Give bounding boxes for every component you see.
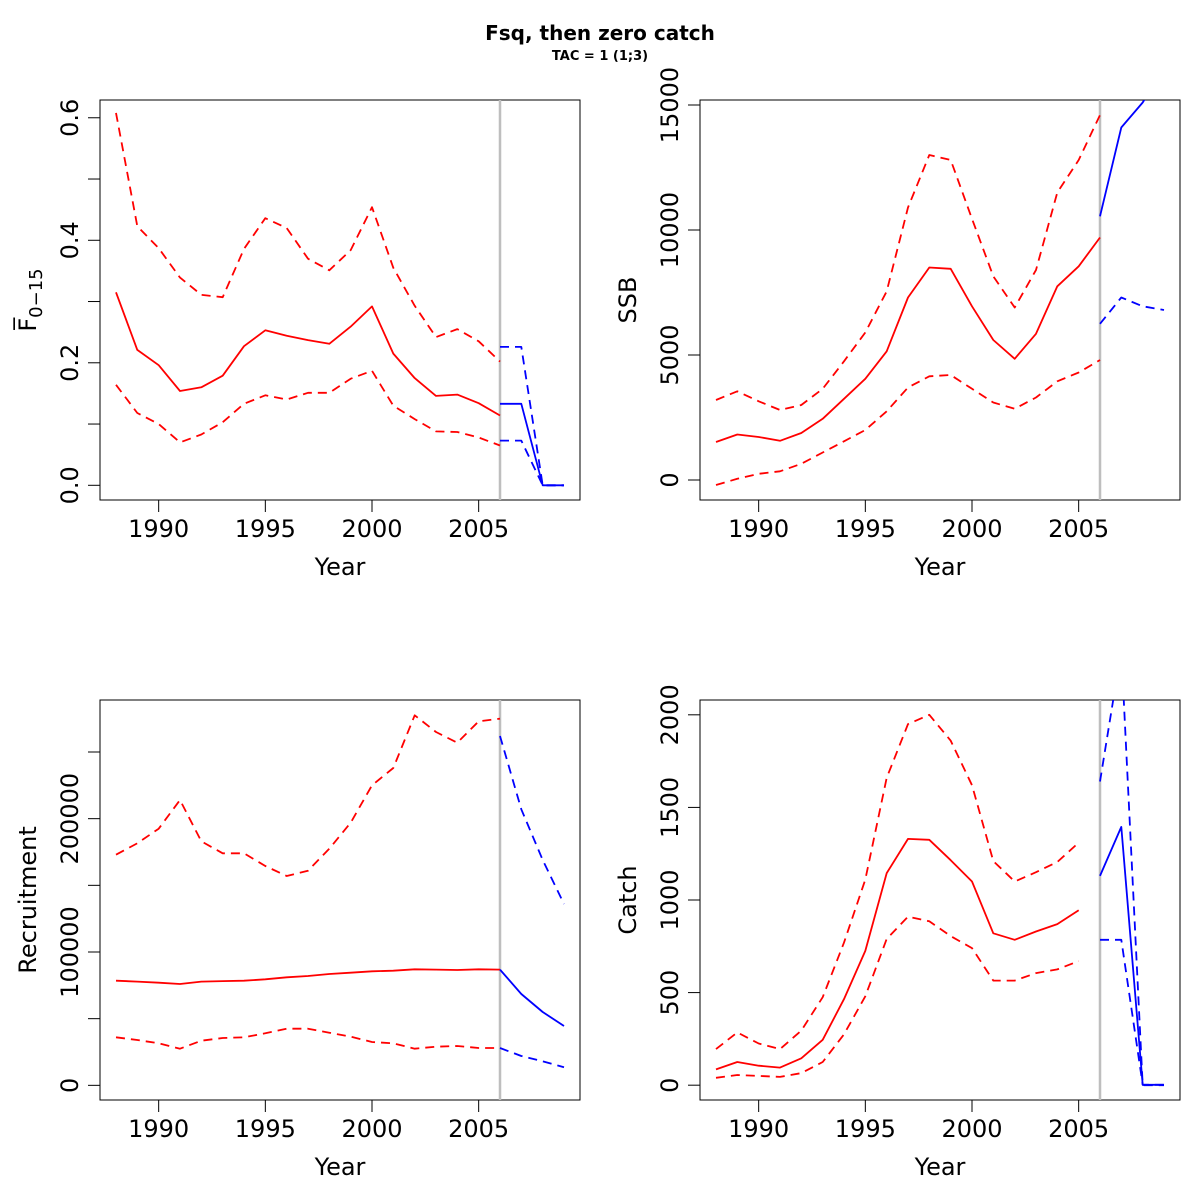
y-tick-label: 500 bbox=[656, 970, 684, 1016]
plot-area bbox=[115, 100, 564, 500]
x-axis-label: Year bbox=[314, 553, 366, 581]
x-tick-label: 2005 bbox=[1048, 1115, 1109, 1143]
y-tick-label: 2000 bbox=[656, 684, 684, 745]
historic-bound-line bbox=[715, 114, 1101, 411]
projection-estimate-line bbox=[1099, 826, 1164, 1086]
y-axis-label-subscript: 0−15 bbox=[26, 268, 47, 317]
historic-estimate-line bbox=[715, 236, 1101, 443]
y-tick-label: 0.0 bbox=[56, 466, 84, 504]
plot-frame bbox=[99, 99, 581, 501]
x-tick-label: 1990 bbox=[728, 1115, 789, 1143]
x-tick-label: 1995 bbox=[835, 1115, 896, 1143]
y-tick-label: 1000 bbox=[656, 869, 684, 930]
historic-bound-line bbox=[115, 714, 501, 877]
projection-bound-line bbox=[1099, 700, 1164, 1087]
y-axis-label: Catch bbox=[614, 865, 642, 934]
x-tick-label: 1990 bbox=[728, 515, 789, 543]
axes: 1990 1995 2000 2005 0 5000 10000 15000 bbox=[656, 67, 1109, 543]
y-tick-label: 10000 bbox=[656, 192, 684, 268]
y-tick-label: 5000 bbox=[656, 324, 684, 385]
figure-title: Fsq, then zero catch bbox=[485, 21, 715, 45]
panel-recruitment: 1990 1995 2000 2005 0 100000 200000 Year Recru… bbox=[14, 699, 581, 1181]
y-tick-label: 15000 bbox=[656, 67, 684, 143]
y-tick-label: 0 bbox=[656, 1078, 684, 1093]
historic-bound-line bbox=[115, 1027, 500, 1050]
projection-estimate-line bbox=[499, 969, 565, 1027]
plot-frame bbox=[99, 699, 581, 1101]
projection-bound-line bbox=[1099, 296, 1165, 325]
panel-ssb: 1990 1995 2000 2005 0 5000 10000 15000 Year SSB bbox=[614, 67, 1181, 581]
historic-bound-line bbox=[715, 713, 1080, 1050]
x-axis-label: Year bbox=[914, 553, 966, 581]
x-tick-label: 1995 bbox=[235, 1115, 296, 1143]
panel-fbar: 1990 1995 2000 2005 0.0 0.2 0.4 0.6 Year F̅0−15 bbox=[13, 99, 581, 581]
axes: 1990 1995 2000 2005 0.0 0.2 0.4 0.6 bbox=[56, 99, 509, 543]
x-tick-label: 2005 bbox=[1048, 515, 1109, 543]
y-axis-label: Recruitment bbox=[14, 826, 42, 973]
x-axis-label: Year bbox=[914, 1153, 966, 1181]
y-tick-label: 1500 bbox=[656, 777, 684, 838]
axes: 1990 1995 2000 2005 0 100000 200000 bbox=[56, 751, 509, 1143]
historic-estimate-line bbox=[115, 291, 501, 417]
historic-bound-line bbox=[715, 359, 1101, 486]
projection-bound-line bbox=[1100, 938, 1164, 1086]
y-tick-label: 0.4 bbox=[56, 221, 84, 259]
x-tick-label: 2000 bbox=[941, 515, 1002, 543]
projection-estimate-line bbox=[1099, 100, 1146, 217]
x-tick-label: 1995 bbox=[235, 515, 296, 543]
y-axis-label-main: F̅ bbox=[13, 317, 42, 332]
historic-bound-line bbox=[715, 915, 1080, 1079]
panel-catch: 1990 1995 2000 2005 0 500 1000 1500 2000 Year Ca… bbox=[614, 684, 1181, 1181]
historic-estimate-line bbox=[715, 838, 1080, 1071]
x-tick-label: 2000 bbox=[341, 515, 402, 543]
x-tick-label: 2000 bbox=[941, 1115, 1002, 1143]
axes: 1990 1995 2000 2005 0 500 1000 1500 2000 bbox=[656, 684, 1109, 1143]
y-tick-label: 200000 bbox=[56, 773, 84, 865]
historic-bound-line bbox=[115, 369, 501, 447]
x-tick-label: 2000 bbox=[341, 1115, 402, 1143]
plot-frame bbox=[699, 699, 1181, 1101]
x-tick-label: 2005 bbox=[448, 515, 509, 543]
x-tick-label: 1995 bbox=[835, 515, 896, 543]
x-axis-label: Year bbox=[314, 1153, 366, 1181]
y-axis-label: F̅0−15 bbox=[13, 268, 47, 331]
x-tick-label: 1990 bbox=[128, 515, 189, 543]
historic-bound-line bbox=[115, 112, 501, 363]
y-tick-label: 0.2 bbox=[56, 344, 84, 382]
x-tick-label: 1990 bbox=[128, 1115, 189, 1143]
plot-area bbox=[115, 700, 565, 1100]
x-tick-label: 2005 bbox=[448, 1115, 509, 1143]
projection-bound-line bbox=[499, 735, 565, 905]
y-tick-label: 0.6 bbox=[56, 99, 84, 137]
y-tick-label: 0 bbox=[656, 472, 684, 487]
plot-area bbox=[715, 100, 1165, 500]
projection-bound-line bbox=[500, 439, 564, 487]
plot-frame bbox=[699, 99, 1181, 501]
y-axis-label: SSB bbox=[614, 277, 642, 324]
figure-subtitle: TAC = 1 (1;3) bbox=[552, 49, 648, 64]
historic-estimate-line bbox=[115, 968, 501, 985]
y-tick-label: 0 bbox=[56, 1078, 84, 1093]
y-tick-label: 100000 bbox=[56, 906, 84, 998]
projection-bound-line bbox=[499, 1047, 565, 1069]
plot-area bbox=[715, 700, 1164, 1100]
